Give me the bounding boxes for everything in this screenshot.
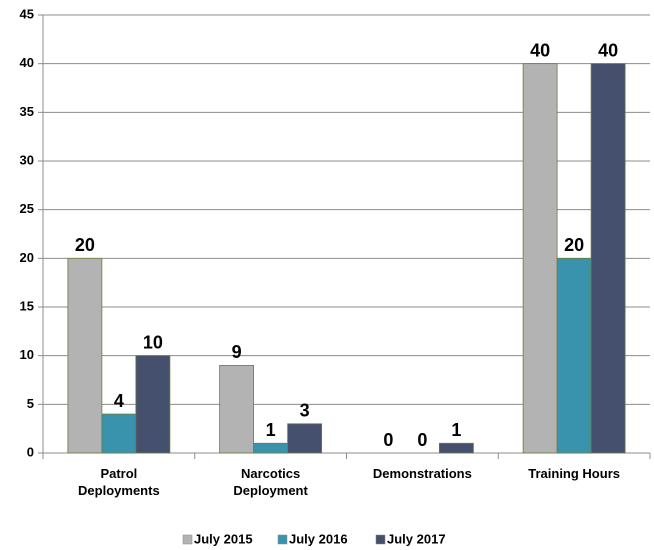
bar	[438, 442, 474, 454]
y-tick-label: 0	[27, 444, 34, 459]
x-tick-label: Patrol Deployments	[78, 466, 160, 498]
x-tick-label: Demonstrations	[372, 466, 472, 481]
y-tick-label: 40	[20, 55, 34, 70]
legend-swatch	[375, 534, 386, 545]
bar	[67, 257, 103, 454]
x-tick-label: Training Hours	[528, 466, 620, 481]
y-tick-label: 25	[20, 201, 34, 216]
value-label: 0	[383, 430, 393, 450]
legend-label: July 2015	[194, 531, 253, 546]
y-tick-label: 10	[20, 347, 34, 362]
value-label: 1	[451, 420, 461, 440]
bar	[101, 413, 137, 454]
legend-swatch	[182, 534, 193, 545]
bar	[219, 364, 255, 454]
y-tick-label: 30	[20, 152, 34, 167]
bar	[135, 355, 171, 454]
value-label: 4	[114, 391, 124, 411]
y-tick-label: 45	[20, 6, 34, 21]
x-tick-label: Narcotics Deployment	[233, 466, 308, 498]
legend-swatch	[277, 534, 288, 545]
y-tick-label: 20	[20, 250, 34, 265]
y-tick-label: 15	[20, 298, 34, 313]
legend-label: July 2017	[387, 531, 446, 546]
legend-label: July 2016	[289, 531, 348, 546]
bar	[556, 257, 592, 454]
value-label: 1	[266, 420, 276, 440]
y-tick-label: 35	[20, 104, 34, 119]
bar	[522, 63, 558, 454]
value-label: 20	[564, 235, 584, 255]
value-label: 20	[75, 235, 95, 255]
value-label: 9	[232, 342, 242, 362]
y-tick-label: 5	[27, 396, 34, 411]
value-label: 3	[300, 401, 310, 421]
bar	[590, 63, 626, 454]
value-label: 40	[530, 40, 550, 60]
value-label: 0	[417, 430, 427, 450]
value-label: 10	[143, 332, 163, 352]
value-label: 40	[598, 40, 618, 60]
bar	[253, 442, 289, 454]
bar	[287, 423, 323, 454]
